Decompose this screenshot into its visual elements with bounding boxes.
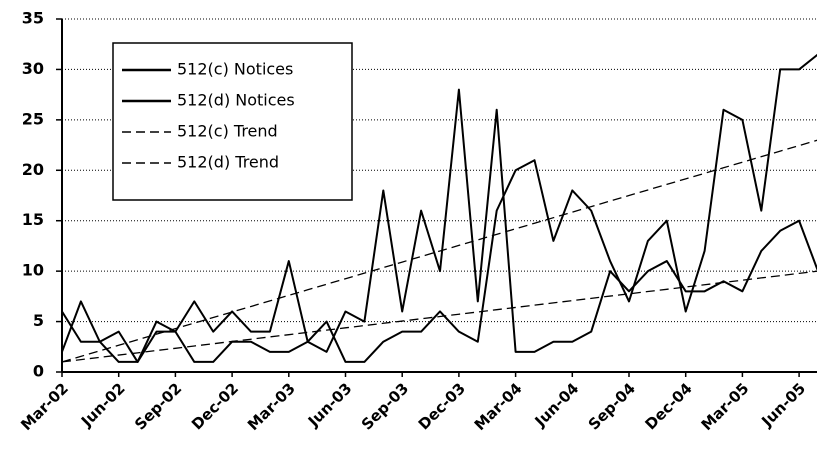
x-tick-label: Mar-02 bbox=[17, 379, 72, 434]
x-tick-label: Jun-04 bbox=[531, 379, 583, 431]
x-tick-label: Jun-05 bbox=[757, 379, 809, 431]
x-tick-label: Dec-03 bbox=[415, 379, 469, 433]
y-tick-label: 15 bbox=[22, 210, 44, 229]
legend-label: 512(c) Trend bbox=[177, 122, 278, 141]
plot-area bbox=[62, 53, 817, 363]
x-tick-label: Dec-02 bbox=[188, 379, 242, 433]
x-tick-label: Sep-02 bbox=[131, 379, 185, 433]
y-tick-label: 0 bbox=[33, 362, 44, 381]
x-tick-label: Mar-04 bbox=[471, 379, 526, 434]
x-tick-label: Mar-05 bbox=[698, 379, 753, 434]
series-line bbox=[62, 139, 817, 363]
y-tick-label: 35 bbox=[22, 9, 44, 28]
y-tick-label: 25 bbox=[22, 109, 44, 128]
y-tick-label: 10 bbox=[22, 261, 44, 280]
x-tick-label: Jun-02 bbox=[77, 379, 129, 431]
series-line bbox=[62, 88, 817, 363]
x-tick-label: Sep-03 bbox=[358, 379, 412, 433]
x-tick-label: Jun-03 bbox=[304, 379, 356, 431]
series-line bbox=[62, 270, 817, 363]
x-tick-label: Sep-04 bbox=[585, 379, 639, 433]
x-tick-label: Dec-04 bbox=[642, 379, 696, 433]
y-tick-label: 20 bbox=[22, 160, 44, 179]
legend-label: 512(d) Notices bbox=[177, 91, 295, 110]
legend-label: 512(c) Notices bbox=[177, 60, 293, 79]
legend-label: 512(d) Trend bbox=[177, 153, 279, 172]
x-tick-label: Mar-03 bbox=[244, 379, 299, 434]
y-tick-label: 5 bbox=[33, 311, 44, 330]
y-tick-label: 30 bbox=[22, 59, 44, 78]
